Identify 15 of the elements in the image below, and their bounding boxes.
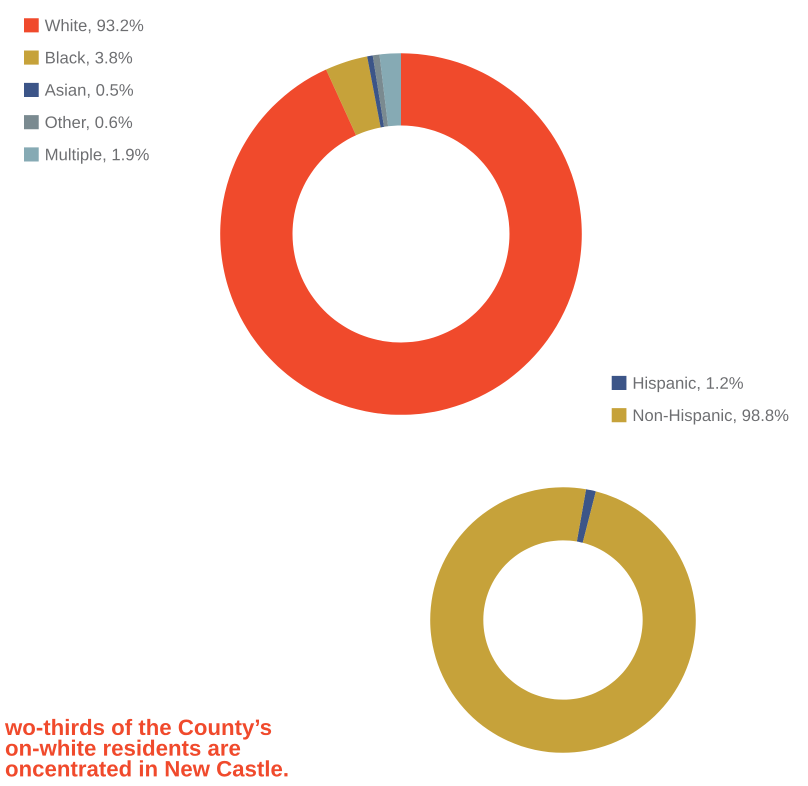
- legend-label: Multiple, 1.9%: [46, 148, 149, 164]
- donut-slice: [372, 54, 388, 127]
- donut-slice: [379, 53, 401, 126]
- legend-label: White, 93.2%: [44, 19, 144, 34]
- legend-label: Asian, 0.5%: [44, 84, 134, 98]
- legend-label: Non-Hispanic, 98.8%: [634, 408, 788, 424]
- legend-label: Hispanic, 1.2%: [634, 376, 743, 392]
- donut-slice: [576, 489, 596, 543]
- donut-slice: [220, 53, 582, 415]
- legend-label: Other, 0.6%: [45, 116, 132, 130]
- donut-slice: [430, 487, 696, 753]
- text: wo-thirds of the County’s on-white residents are oncentrated in New Castle.: [4, 718, 288, 777]
- donut-slice: [326, 56, 381, 136]
- legend-label: Black, 3.8%: [46, 51, 132, 66]
- donut-slice: [367, 55, 384, 128]
